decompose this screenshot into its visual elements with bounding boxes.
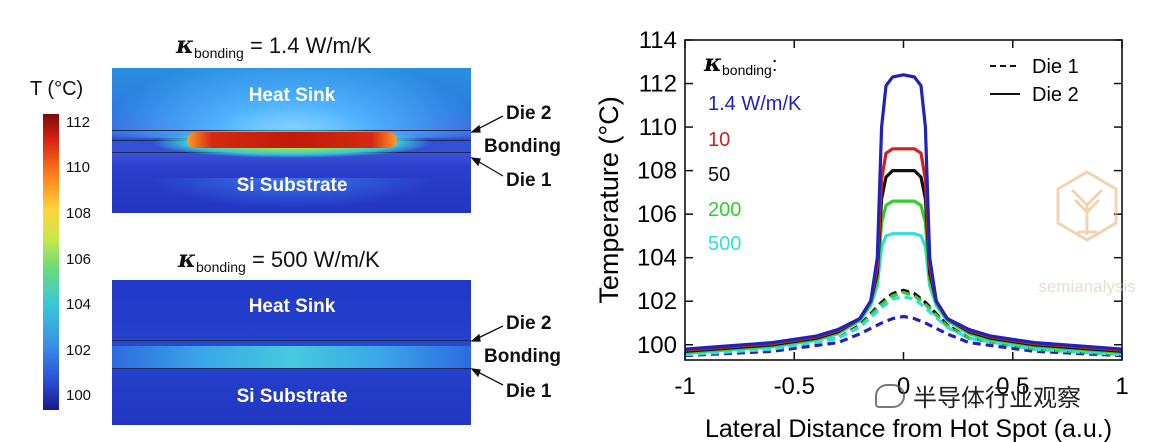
y-tick-label: 112 [639,71,677,98]
kappa-subscript: bonding [194,45,244,61]
legend-label-1-4: 1.4 W/m/K [708,93,802,115]
die2-label: Die 2 [506,313,552,334]
legend-title: κbonding: [703,48,777,78]
y-tick-label: 100 [637,332,677,359]
colorbar-tick: 108 [66,205,92,222]
x-tick-label: -0.5 [774,373,815,400]
si-substrate-label: Si Substrate [236,386,348,407]
heat-sink-label: Heat Sink [248,85,336,106]
die1-label: Die 1 [506,381,552,402]
colorbar-tick: 104 [66,296,92,313]
legend-kappa: κ [703,48,722,77]
colorbar-title: T (°C) [30,78,84,100]
kappa-symbol: κ [176,30,194,59]
x-tick-label: -1 [674,373,695,400]
colorbar-tick: 102 [66,342,92,359]
x-tick-label: 0.5 [996,373,1029,400]
colorbar-tick: 106 [66,251,92,268]
kappa-value: = 1.4 W/m/K [249,33,372,58]
series-line-die2-k10 [684,147,1123,352]
legend-styles: Die 1 Die 2 [990,56,1079,106]
series-line-die2-k50 [684,169,1123,353]
colorbar-gradient [43,114,59,410]
y-tick-label: 110 [639,114,677,141]
legend-label-50: 50 [708,164,730,186]
wechat-watermark: 半导体行业观察 [875,378,1081,413]
legend-label-200: 200 [708,199,741,221]
die1-label: Die 1 [506,170,552,191]
top-panel-title: κbonding = 1.4 W/m/K [176,30,372,61]
heat-sink-label: Heat Sink [248,296,336,317]
bonding-label: Bonding [484,136,562,157]
wechat-account: 半导体行业观察 [913,384,1081,412]
colorbar-tick: 100 [66,387,92,404]
si-substrate-label: Si Substrate [236,175,348,196]
y-tick-label: 102 [637,288,677,315]
semianalysis-logo: semianalysis [1038,170,1136,296]
series-line-die1-k200 [684,290,1123,357]
legend-label-10: 10 [708,129,730,151]
legend-colon: : [772,54,778,76]
bonding-label: Bonding [484,346,562,367]
bottom-sim-map: Heat Sink Si Substrate [112,280,471,425]
legend-die2: Die 2 [1032,84,1079,106]
kappa-value: = 500 W/m/K [251,247,380,272]
y-tick-label: 106 [637,201,677,228]
colorbar-tick: 110 [66,159,90,176]
series-line-die1-k1.4 [684,314,1123,358]
x-tick-label: 1 [1115,373,1128,400]
legend-label-500: 500 [708,233,741,255]
y-axis-label: Temperature (°C) [594,96,624,303]
colorbar-tick: 112 [66,114,90,131]
y-tick-label: 108 [637,158,677,185]
legend-kappa-sub: bonding [722,62,772,78]
x-axis-label: Lateral Distance from Hot Spot (a.u.) [705,415,1112,442]
top-sim-map: Heat Sink Si Substrate [112,68,471,213]
leader-arrows [470,115,504,386]
bottom-panel-title: κbonding = 500 W/m/K [178,244,380,275]
kappa-symbol: κ [178,244,196,273]
legend-die1: Die 1 [1032,56,1079,78]
plot-area [684,73,1123,358]
y-tick-label: 104 [637,245,677,272]
wechat-icon [875,383,905,408]
series-line-die2-k1.4 [684,73,1123,351]
brand-watermark: semianalysis [1038,277,1135,296]
kappa-subscript: bonding [196,259,246,275]
die2-label: Die 2 [506,103,552,124]
y-tick-label: 114 [639,27,677,54]
